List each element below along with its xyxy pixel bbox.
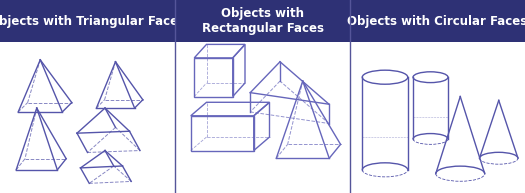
Text: Objects with Triangular Faces: Objects with Triangular Faces	[0, 15, 185, 28]
Text: Objects with
Rectangular Faces: Objects with Rectangular Faces	[202, 7, 323, 35]
FancyBboxPatch shape	[175, 0, 350, 42]
Text: Objects with Circular Faces: Objects with Circular Faces	[348, 15, 525, 28]
FancyBboxPatch shape	[0, 0, 175, 42]
FancyBboxPatch shape	[350, 0, 525, 42]
